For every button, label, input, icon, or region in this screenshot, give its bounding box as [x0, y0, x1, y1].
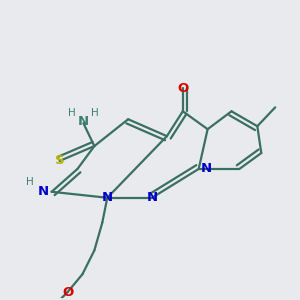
Text: H: H	[68, 108, 75, 118]
Text: N: N	[78, 115, 89, 128]
Text: S: S	[55, 154, 64, 167]
Text: N: N	[38, 185, 49, 198]
Text: O: O	[62, 286, 73, 299]
Text: N: N	[102, 191, 113, 204]
Text: N: N	[146, 191, 158, 204]
Text: H: H	[92, 108, 99, 118]
Text: H: H	[26, 177, 34, 187]
Text: O: O	[177, 82, 188, 95]
Text: N: N	[201, 162, 212, 176]
